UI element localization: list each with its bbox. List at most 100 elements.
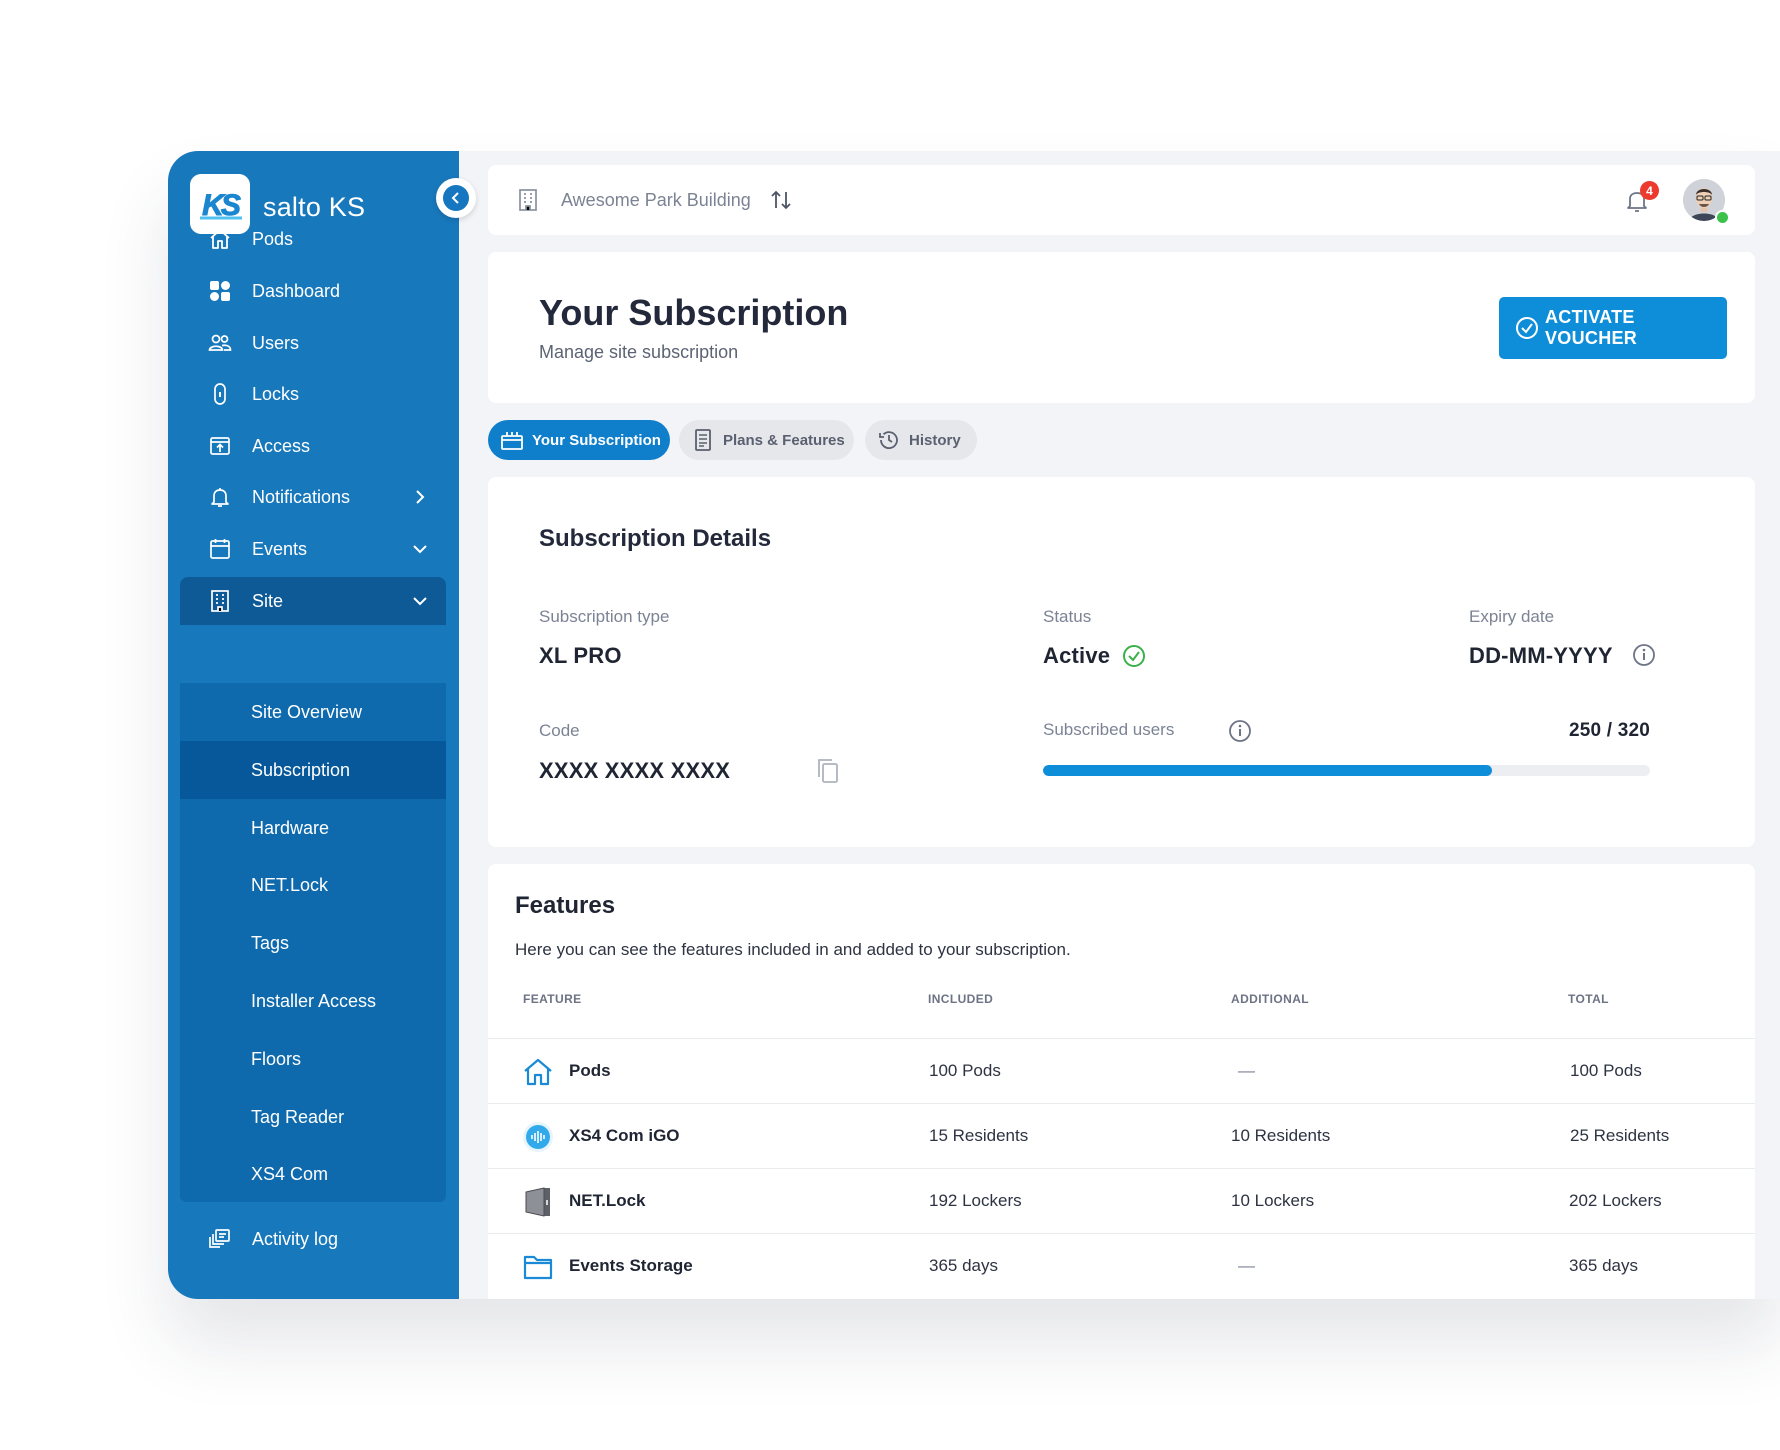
expiry-date-value: DD-MM-YYYY — [1469, 643, 1613, 668]
chevron-down-icon — [413, 597, 427, 606]
status-label: Status — [1043, 607, 1092, 626]
info-icon[interactable] — [1228, 719, 1252, 743]
features-title: Features — [515, 892, 616, 919]
sidebar-item-label: Events — [252, 538, 308, 559]
lock-icon — [214, 383, 226, 405]
sidebar-item-locks[interactable]: Locks — [180, 370, 446, 418]
tab-label: Plans & Features — [723, 431, 845, 449]
subscribed-users-label: Subscribed users — [1043, 720, 1175, 739]
tab-label: Your Subscription — [532, 431, 661, 449]
sidebar-item-label: Pods — [252, 228, 294, 249]
tab-plans-features[interactable]: Plans & Features — [679, 420, 854, 460]
activate-voucher-button[interactable]: ACTIVATE VOUCHER — [1499, 297, 1727, 359]
ks-logo-icon: KS — [200, 189, 244, 223]
home-icon — [210, 229, 230, 249]
page-subtitle: Manage site subscription — [539, 342, 739, 362]
brand-name: salto KS — [263, 192, 366, 222]
submenu-item-hardware[interactable]: Hardware — [180, 799, 446, 857]
sidebar-item-access[interactable]: Access — [180, 422, 446, 470]
document-icon — [695, 429, 711, 451]
locker-icon — [525, 1187, 550, 1217]
included-cell: 100 Pods — [929, 1061, 1001, 1080]
submenu-item-label: Tag Reader — [251, 1106, 345, 1127]
sidebar-item-label: Activity log — [252, 1228, 339, 1249]
submenu-item-label: Hardware — [251, 817, 330, 838]
swap-icon[interactable] — [769, 188, 793, 212]
table-row[interactable]: Pods 100 Pods — 100 Pods — [488, 1038, 1755, 1104]
submenu-item-label: Tags — [251, 932, 290, 953]
sidebar-item-activity-log[interactable]: Activity log — [180, 1215, 446, 1263]
subscription-details-card: Subscription Details Subscription type X… — [488, 477, 1755, 847]
feature-name: XS4 Com iGO — [569, 1126, 680, 1145]
check-circle-icon — [1123, 645, 1145, 667]
table-row[interactable]: NET.Lock 192 Lockers 10 Lockers 202 Lock… — [488, 1168, 1755, 1234]
site-submenu: Site Overview Subscription Hardware NET.… — [180, 683, 446, 1202]
tab-your-subscription[interactable]: Your Subscription — [488, 420, 670, 460]
table-row[interactable]: Events Storage 365 days — 365 days — [488, 1233, 1755, 1299]
feature-name: NET.Lock — [569, 1191, 646, 1210]
sidebar-item-events[interactable]: Events — [180, 525, 446, 573]
notification-bell-icon[interactable] — [1624, 187, 1650, 215]
sidebar-item-users[interactable]: Users — [180, 319, 446, 367]
activate-voucher-label: ACTIVATE VOUCHER — [1545, 307, 1638, 348]
sidebar-item-label: Site — [252, 590, 284, 611]
included-cell: 15 Residents — [929, 1126, 1029, 1145]
additional-cell: — — [1238, 1061, 1255, 1080]
features-card: Features Here you can see the features i… — [488, 864, 1755, 1299]
subscribed-users-progress — [1043, 765, 1650, 776]
total-cell: 25 Residents — [1570, 1126, 1670, 1145]
sidebar-item-pods[interactable]: Pods — [180, 215, 446, 263]
submenu-item-site-overview[interactable]: Site Overview — [180, 683, 446, 741]
submenu-item-netlock[interactable]: NET.Lock — [180, 856, 446, 914]
sidebar-item-label: Dashboard — [252, 280, 341, 301]
online-status-dot — [1715, 210, 1730, 225]
features-description: Here you can see the features included i… — [515, 940, 1071, 959]
copy-icon[interactable] — [815, 757, 841, 785]
grid-icon — [210, 281, 230, 301]
submenu-item-label: Subscription — [251, 759, 351, 780]
home-icon — [524, 1058, 552, 1086]
chevron-right-icon — [416, 490, 425, 504]
table-row[interactable]: XS4 Com iGO 15 Residents 10 Residents 25… — [488, 1103, 1755, 1169]
calendar-icon — [210, 539, 230, 559]
sidebar-item-label: Access — [252, 435, 311, 456]
submenu-item-tags[interactable]: Tags — [180, 914, 446, 972]
total-cell: 202 Lockers — [1569, 1191, 1662, 1210]
access-icon — [210, 437, 230, 455]
additional-cell: 10 Lockers — [1231, 1191, 1315, 1210]
building-icon — [519, 189, 537, 211]
included-cell: 365 days — [929, 1256, 998, 1275]
status-value: Active — [1043, 643, 1111, 668]
submenu-item-label: Floors — [251, 1048, 302, 1069]
chevron-left-icon — [451, 192, 459, 204]
bell-icon — [211, 488, 229, 507]
expiry-date-label: Expiry date — [1469, 607, 1555, 626]
notification-badge: 4 — [1640, 181, 1659, 200]
submenu-item-installer-access[interactable]: Installer Access — [180, 972, 446, 1030]
intercom-icon — [523, 1122, 553, 1152]
feature-name: Events Storage — [569, 1256, 693, 1275]
submenu-item-tag-reader[interactable]: Tag Reader — [180, 1088, 446, 1146]
sidebar-item-notifications[interactable]: Notifications — [180, 473, 446, 521]
submenu-item-subscription[interactable]: Subscription — [180, 741, 446, 799]
submenu-item-label: Installer Access — [251, 990, 377, 1011]
sidebar-item-dashboard[interactable]: Dashboard — [180, 267, 446, 315]
section-title: Subscription Details — [539, 525, 772, 552]
building-selector[interactable]: Awesome Park Building — [561, 190, 751, 210]
folder-icon — [523, 1255, 553, 1280]
tab-label: History — [909, 431, 961, 449]
sidebar-item-site[interactable]: Site — [180, 577, 446, 625]
code-value: XXXX XXXX XXXX — [539, 758, 731, 783]
info-icon[interactable] — [1632, 643, 1656, 667]
collapse-sidebar-button[interactable] — [436, 178, 476, 218]
brand-logo[interactable]: KS — [190, 174, 250, 234]
submenu-item-floors[interactable]: Floors — [180, 1030, 446, 1088]
submenu-item-xs4-com[interactable]: XS4 Com — [180, 1145, 446, 1203]
page-header: Your Subscription Manage site subscripti… — [488, 252, 1755, 403]
column-header-feature: FEATURE — [523, 992, 582, 1006]
sidebar-item-label: Notifications — [252, 486, 351, 507]
app-window: KS salto KS Pods Dashboard Users Locks A… — [168, 151, 1780, 1299]
tab-history[interactable]: History — [865, 420, 977, 460]
page-title: Your Subscription — [539, 292, 849, 333]
gift-box-icon — [501, 432, 523, 450]
